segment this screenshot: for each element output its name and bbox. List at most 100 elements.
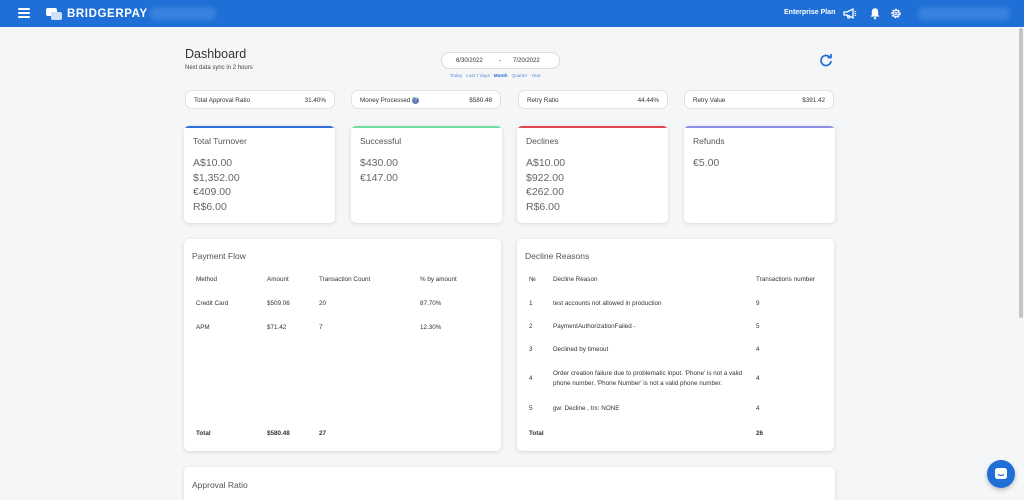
top-bar: BRIDGERPAY Enterprise Plan	[0, 0, 1024, 27]
preset-last-7-days[interactable]: Last 7 days	[466, 73, 490, 78]
table-cell: 5	[529, 405, 533, 412]
megaphone-icon[interactable]	[843, 7, 857, 20]
decline-reasons-panel: Decline Reasons № Decline Reason Transac…	[517, 239, 834, 451]
table-cell: PaymentAuthorizationFailed -	[553, 323, 636, 330]
kpi-value: $580.48	[469, 97, 492, 104]
column-header-reason: Decline Reason	[553, 276, 598, 283]
table-cell: $71.42	[267, 324, 287, 331]
card-value: R$6.00	[526, 200, 560, 213]
table-cell: 4	[756, 346, 760, 353]
column-header-amount: Amount	[267, 276, 289, 283]
table-cell: 20	[319, 300, 327, 307]
card-value: R$6.00	[193, 200, 227, 213]
kpi-money-processed: Money Processed? $580.48	[351, 90, 501, 109]
column-header-count: Transaction Count	[319, 276, 371, 283]
chat-launcher-button[interactable]	[987, 460, 1015, 488]
date-presets: Today Last 7 days Month Quarter Year	[450, 73, 540, 78]
approval-ratio-panel: Approval Ratio	[184, 467, 835, 500]
kpi-label: Retry Ratio	[527, 97, 559, 104]
kpi-total-approval-ratio: Total Approval Ratio 31.40%	[185, 90, 335, 109]
table-cell: 4	[529, 375, 533, 382]
kpi-retry-ratio: Retry Ratio 44.44%	[518, 90, 668, 109]
table-cell: APM	[196, 324, 210, 331]
logo-mark-icon	[46, 7, 62, 20]
card-values: €5.00	[693, 156, 719, 171]
table-cell: Declined by timeout	[553, 346, 609, 353]
card-title: Total Turnover	[193, 136, 247, 146]
card-value: A$10.00	[193, 157, 233, 169]
column-header-transactions: Transactions number	[756, 276, 815, 283]
sync-status-text: Next data sync in 2 hours	[185, 65, 253, 71]
refresh-icon[interactable]	[819, 53, 833, 67]
table-cell: test accounts not allowed in production	[553, 300, 662, 307]
card-title: Declines	[526, 136, 559, 146]
redacted-user-menu[interactable]	[918, 7, 1010, 20]
column-header-number: №	[529, 276, 536, 283]
menu-icon[interactable]	[18, 8, 30, 18]
panel-title: Payment Flow	[192, 251, 246, 261]
panel-title: Decline Reasons	[525, 251, 590, 261]
card-values: A$10.00 $1,352.00 €409.00 R$6.00	[193, 156, 240, 214]
card-accent	[184, 126, 335, 128]
date-start[interactable]: 6/30/2022	[456, 58, 483, 64]
payment-flow-panel: Payment Flow Method Amount Transaction C…	[184, 239, 501, 451]
column-header-percent: % by amount	[420, 276, 457, 283]
kpi-label-text: Money Processed	[360, 97, 411, 105]
column-header-method: Method	[196, 276, 218, 283]
date-end[interactable]: 7/20/2022	[513, 58, 540, 64]
kpi-value: 31.40%	[304, 97, 326, 104]
date-separator: -	[499, 58, 501, 64]
card-value: $430.00	[360, 157, 398, 169]
card-refunds: Refunds €5.00	[684, 126, 835, 223]
table-cell: 3	[529, 346, 533, 353]
date-range-picker[interactable]: 6/30/2022 - 7/20/2022	[441, 52, 560, 69]
table-cell: 5	[756, 323, 760, 330]
brand-name: BRIDGERPAY	[67, 7, 148, 20]
card-value: €5.00	[693, 157, 720, 169]
total-count: 27	[319, 430, 327, 437]
card-value: €147.00	[360, 171, 398, 184]
kpi-value: 44.44%	[637, 97, 659, 104]
plan-label[interactable]: Enterprise Plan	[784, 9, 836, 16]
kpi-value: $391.42	[802, 97, 825, 104]
kpi-label: Retry Value	[693, 97, 726, 104]
card-value: €262.00	[526, 186, 564, 198]
preset-today[interactable]: Today	[450, 73, 463, 78]
table-cell: 4	[756, 405, 760, 412]
bell-icon[interactable]	[868, 7, 882, 20]
scrollbar-thumb[interactable]	[1019, 28, 1023, 318]
card-accent	[351, 126, 502, 128]
table-cell: 1	[529, 300, 533, 307]
table-cell: 9	[756, 300, 760, 307]
card-title: Successful	[360, 136, 402, 146]
card-accent	[684, 126, 835, 128]
table-cell: 2	[529, 323, 533, 330]
card-value: €409.00	[193, 186, 231, 198]
table-cell: Credit Card	[196, 300, 229, 307]
total-amount: $580.48	[267, 430, 290, 437]
info-icon[interactable]: ?	[412, 97, 420, 104]
preset-month[interactable]: Month	[493, 73, 508, 78]
total-label: Total	[529, 430, 544, 437]
card-values: $430.00 €147.00	[360, 156, 398, 185]
brand-logo[interactable]: BRIDGERPAY	[46, 6, 148, 21]
preset-quarter[interactable]: Quarter	[511, 73, 528, 78]
card-value: $1,352.00	[193, 171, 240, 184]
table-cell: $509.06	[267, 300, 290, 307]
table-cell: 4	[756, 375, 760, 382]
card-values: A$10.00 $922.00 €262.00 R$6.00	[526, 156, 565, 214]
settings-gear-icon[interactable]	[889, 7, 903, 20]
preset-year[interactable]: Year	[531, 73, 541, 78]
total-label: Total	[196, 430, 211, 437]
kpi-retry-value: Retry Value $391.42	[684, 90, 834, 109]
card-value: A$10.00	[526, 157, 566, 169]
total-count: 26	[756, 430, 764, 437]
card-declines: Declines A$10.00 $922.00 €262.00 R$6.00	[517, 126, 668, 223]
table-cell: gw: Decline , trx: NONE	[553, 405, 620, 412]
card-value: $922.00	[526, 171, 564, 184]
redacted-merchant-selector[interactable]	[150, 7, 216, 20]
kpi-label: Total Approval Ratio	[194, 97, 251, 104]
card-successful: Successful $430.00 €147.00	[351, 126, 502, 223]
chat-icon	[995, 468, 1007, 479]
page-title: Dashboard	[185, 47, 247, 61]
